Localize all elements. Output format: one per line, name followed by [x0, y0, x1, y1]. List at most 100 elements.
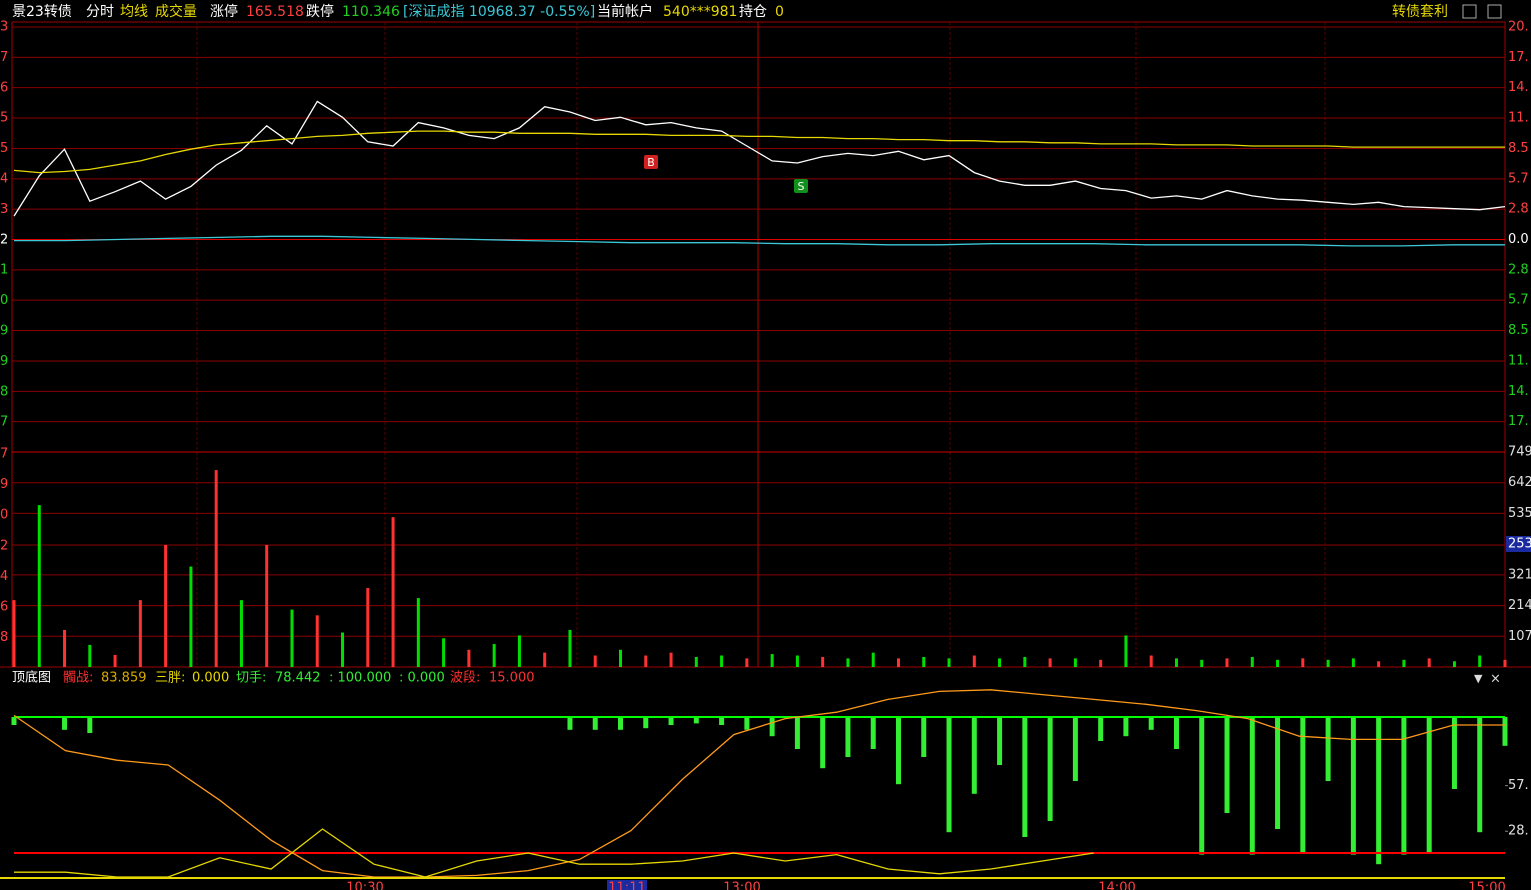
dropdown-icon[interactable]: ▼	[1474, 672, 1483, 685]
y-tick-label: 642	[1508, 475, 1531, 490]
y-tick-label: 107	[1508, 629, 1531, 644]
y-tick-label: 17.	[1508, 50, 1529, 65]
volume-bar	[669, 652, 673, 667]
volume-bar	[1174, 658, 1178, 667]
volume-bar	[947, 658, 951, 667]
volume-bar	[998, 658, 1002, 667]
volume-bar	[517, 635, 521, 667]
y-tick-label: 749	[1508, 445, 1531, 460]
indicator-bar	[1047, 717, 1053, 821]
y-tick-label: 57.	[1508, 778, 1529, 793]
indicator-bar	[1376, 717, 1382, 865]
time-highlight	[607, 880, 647, 890]
y-tick-label: 535	[1508, 506, 1531, 521]
window-icon[interactable]	[1487, 4, 1502, 19]
volume-bar	[1402, 659, 1406, 667]
indicator-bar	[1426, 717, 1432, 853]
zoom-icon[interactable]	[1462, 4, 1477, 19]
close-icon[interactable]: ×	[1490, 672, 1501, 687]
indicator-bar	[693, 717, 699, 724]
indicator-header-item: 78.442	[275, 671, 321, 686]
y-tick-label: 8.5	[1508, 141, 1529, 156]
volume-bar	[1225, 658, 1229, 667]
volume-bar	[63, 629, 67, 667]
indicator-bar	[643, 717, 649, 729]
header-item: 景23转债	[12, 4, 72, 20]
left-price-label: 1	[0, 263, 8, 278]
indicator-header-item: 髑战:	[63, 671, 93, 686]
indicator-bar	[769, 717, 775, 737]
left-price-label: 2	[0, 232, 8, 247]
volume-bar	[720, 655, 724, 667]
volume-bar	[1073, 658, 1077, 667]
volume-bar	[1452, 661, 1456, 667]
y-tick-label: 321	[1508, 567, 1531, 582]
indicator-header-item: : 0.000	[399, 671, 445, 686]
indicator-bar	[921, 717, 927, 757]
volume-bar	[113, 654, 117, 667]
volume-bar	[972, 655, 976, 667]
volume-bar	[1377, 661, 1381, 667]
volume-bar	[1200, 659, 1204, 667]
indicator-bar	[62, 717, 68, 730]
strategy-button[interactable]: 转债套利	[1392, 4, 1448, 20]
indicator-bar	[1401, 717, 1407, 855]
indicator-bar	[1275, 717, 1281, 829]
header-item: 均线	[120, 4, 148, 20]
current-volume-label: 253	[1508, 537, 1531, 552]
price-line	[13, 130, 1505, 174]
volume-bar	[1023, 656, 1027, 667]
header-item: 0	[775, 4, 784, 20]
indicator-bar	[870, 717, 876, 749]
left-price-label: 7	[0, 50, 8, 65]
volume-bar	[1250, 656, 1254, 667]
volume-bar	[821, 656, 825, 667]
indicator-bar	[618, 717, 624, 730]
volume-bar	[12, 600, 16, 667]
volume-bar	[770, 654, 774, 667]
volume-bar	[619, 649, 623, 667]
trade-marker-label: B	[647, 156, 655, 169]
y-tick-label: 8.5	[1508, 323, 1529, 338]
volume-bar	[442, 638, 446, 667]
header-item: 涨停	[210, 3, 238, 20]
indicator-bar	[1098, 717, 1104, 741]
y-tick-label: 11.	[1508, 111, 1529, 126]
current-volume-box	[1506, 536, 1531, 552]
volume-bar	[391, 517, 395, 667]
left-price-label: 8	[0, 384, 8, 399]
y-tick-label: 5.7	[1508, 293, 1529, 308]
volume-bar	[189, 566, 193, 667]
left-volume-label: 2	[0, 538, 8, 553]
price-line	[14, 235, 1505, 247]
left-price-label: 9	[0, 324, 8, 339]
volume-bar	[1351, 658, 1355, 667]
volume-bar	[239, 600, 243, 667]
x-tick-label: 15:00	[1468, 881, 1505, 890]
indicator-bar	[820, 717, 826, 769]
left-price-label: 7	[0, 415, 8, 430]
x-tick-label: 13:00	[723, 881, 760, 890]
volume-bar	[543, 652, 547, 667]
indicator-bar	[11, 717, 17, 725]
y-tick-label: 20.	[1508, 20, 1529, 35]
left-price-label: 4	[0, 172, 8, 187]
indicator-bar	[794, 717, 800, 749]
left-price-label: 5	[0, 111, 8, 126]
indicator-bar	[1325, 717, 1331, 781]
volume-bar	[164, 545, 168, 667]
left-volume-label: 6	[0, 600, 8, 615]
volume-bar	[1427, 658, 1431, 667]
left-price-label: 9	[0, 354, 8, 369]
header-item: 110.346	[342, 4, 400, 20]
y-tick-label: 5.7	[1508, 171, 1529, 186]
volume-bar	[492, 644, 496, 667]
volume-bar	[1478, 655, 1482, 667]
left-price-label: 5	[0, 141, 8, 156]
left-volume-label: 9	[0, 477, 8, 492]
indicator-bar	[997, 717, 1003, 765]
indicator-bar	[1224, 717, 1230, 813]
indicator-bar	[1502, 717, 1508, 746]
indicator-bar	[719, 717, 725, 725]
